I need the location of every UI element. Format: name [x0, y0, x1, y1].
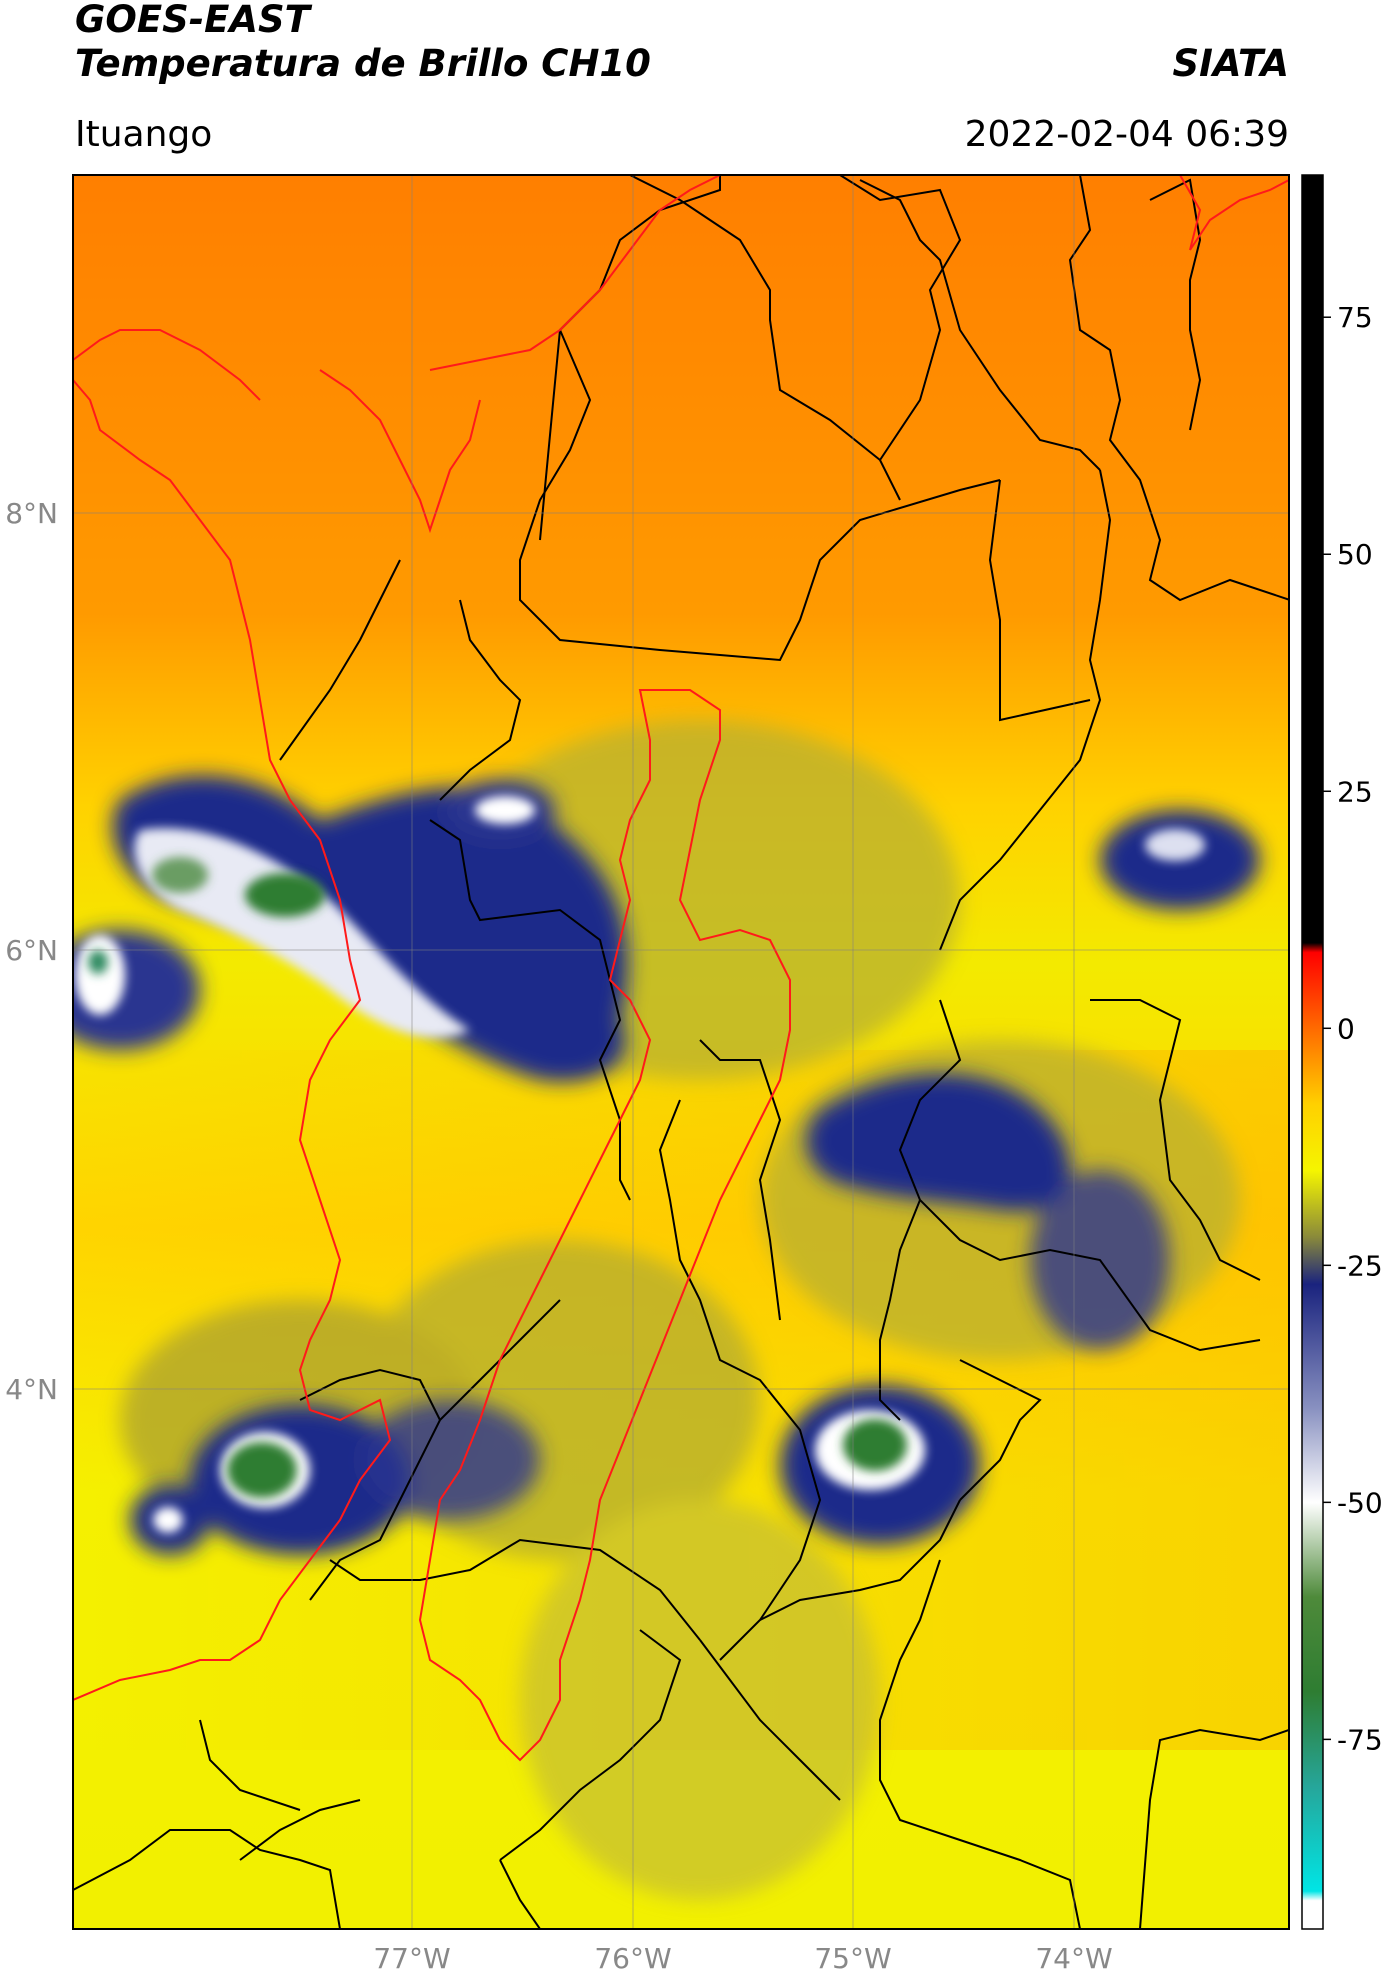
map-title-satellite: GOES-EAST — [75, 0, 310, 41]
colorbar-scale — [1301, 174, 1324, 1930]
colorbar-tick-label: 0 — [1337, 1012, 1355, 1045]
colorbar-tick-label: -75 — [1337, 1723, 1383, 1756]
graticule — [73, 175, 1289, 1929]
colorbar: 75 50 25 0 -25 -50 -75 — [1301, 174, 1383, 1930]
colorbar-tick-label: 50 — [1337, 538, 1373, 571]
lat-tick-label-8n: 8°N — [5, 497, 58, 530]
organization-label: SIATA — [1172, 42, 1289, 85]
lon-tick-label-77w: 77°W — [373, 1942, 450, 1975]
lat-tick-label-6n: 6°N — [5, 934, 58, 967]
colorbar-tick-label: -50 — [1337, 1486, 1383, 1519]
timestamp-label: 2022-02-04 06:39 — [964, 114, 1289, 155]
map-frame — [72, 174, 1290, 1930]
colorbar-tick-label: 75 — [1337, 301, 1373, 334]
location-label: Ituango — [75, 114, 213, 155]
lon-tick-label-74w: 74°W — [1035, 1942, 1112, 1975]
colorbar-tick-label: 25 — [1337, 775, 1373, 808]
map-title-product: Temperatura de Brillo CH10 — [75, 42, 651, 85]
lon-tick-label-75w: 75°W — [814, 1942, 891, 1975]
lat-tick-label-4n: 4°N — [5, 1373, 58, 1406]
lon-tick-label-76w: 76°W — [594, 1942, 671, 1975]
study-area-borders — [73, 175, 1289, 1762]
political-borders — [73, 175, 1289, 1929]
temperature-field — [73, 175, 1289, 1929]
colorbar-tick-label: -25 — [1337, 1249, 1383, 1282]
